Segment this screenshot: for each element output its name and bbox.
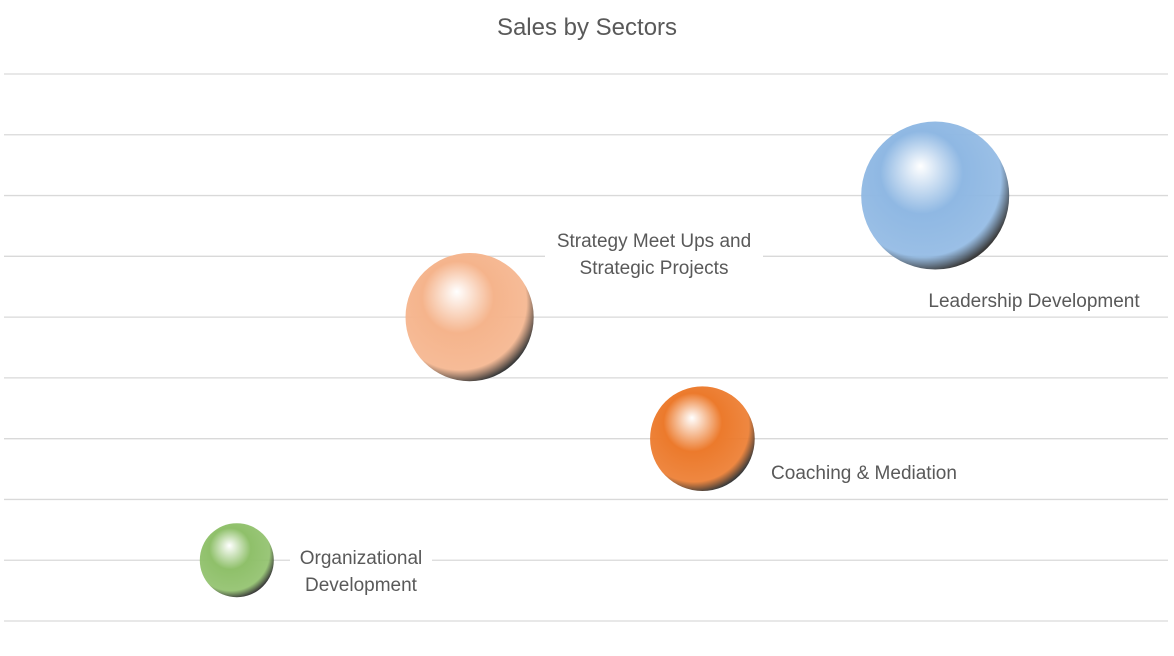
bubble [405,253,534,382]
bubble [650,386,755,491]
bubble [199,523,274,598]
data-label: Organizational Development [290,545,432,599]
data-label: Leadership Development [915,288,1153,315]
chart-title: Sales by Sectors [496,14,678,41]
data-label: Strategy Meet Ups and Strategic Projects [545,228,763,282]
data-label: Coaching & Mediation [758,460,970,487]
bubble [861,121,1010,270]
